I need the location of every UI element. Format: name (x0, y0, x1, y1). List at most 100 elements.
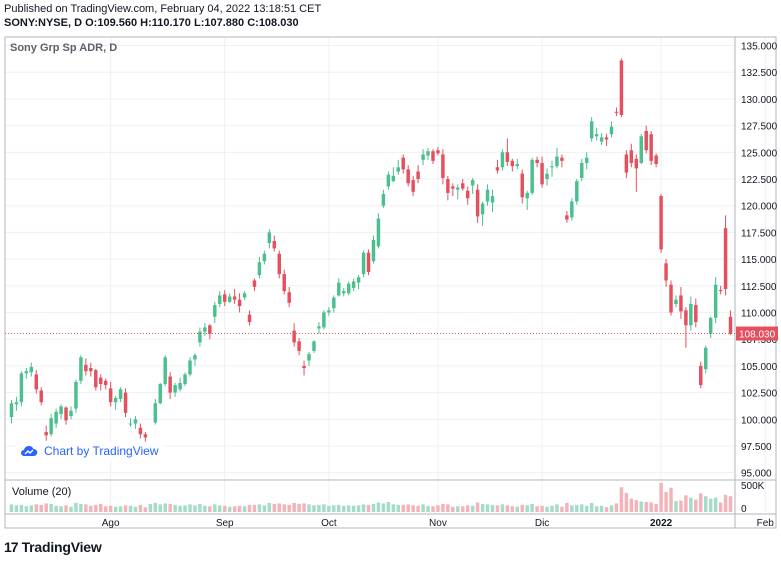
candle-body (376, 218, 381, 247)
candle-body (545, 173, 549, 180)
volume-bar (64, 505, 68, 512)
candle-body (654, 155, 658, 165)
price-tick-label: 135.000 (741, 42, 778, 53)
candle-body (282, 274, 286, 292)
volume-bar (381, 503, 386, 512)
candle-body (465, 190, 470, 199)
candle-body (436, 150, 440, 154)
candle-body (505, 152, 510, 162)
price-tick-label: 117.500 (741, 228, 777, 239)
candle-body (54, 411, 58, 424)
volume-bar (252, 504, 257, 512)
volume-bar (649, 502, 653, 512)
volume-bar (183, 505, 187, 512)
volume-bar (99, 503, 103, 512)
candle-body (728, 316, 733, 334)
candle-body (322, 312, 326, 328)
volume-bar (232, 506, 237, 512)
candle-body (674, 299, 678, 304)
candle-body (689, 303, 693, 326)
volume-bar (282, 504, 286, 512)
volume-bar (451, 506, 455, 512)
volume-bar (560, 506, 564, 512)
candle-body (208, 325, 212, 334)
candle-body (495, 167, 500, 171)
volume-bar (148, 503, 153, 512)
volume-bar (79, 503, 83, 512)
candle-body (64, 407, 68, 421)
candle-body (153, 403, 158, 423)
candle-body (237, 299, 242, 307)
volume-bar (361, 504, 366, 512)
candle-body (356, 277, 361, 283)
price-tick-label: 110.000 (741, 308, 777, 319)
candle-body (302, 365, 306, 369)
chart-by-tradingview[interactable]: Chart by TradingView (16, 442, 163, 460)
volume-bar (629, 498, 634, 512)
candle-body (44, 432, 48, 436)
volume-bar (684, 495, 688, 512)
volume-title: Volume (20) (12, 486, 71, 498)
volume-bar (470, 505, 475, 512)
candle-body (327, 310, 331, 313)
candle-body (203, 327, 207, 332)
volume-bars (9, 482, 733, 512)
candle-body (168, 376, 172, 393)
volume-bar (644, 501, 648, 512)
volume-bar (614, 503, 619, 512)
candle-body (589, 121, 594, 139)
volume-bar (237, 505, 242, 512)
volume-bar (366, 504, 371, 512)
candle-body (218, 295, 222, 304)
volume-bar (59, 506, 63, 512)
volume-bar (297, 503, 301, 512)
price-tick-label: 107.500 (741, 335, 778, 346)
candle-body (59, 406, 63, 414)
candle-body (381, 193, 386, 206)
volume-bar (545, 506, 549, 512)
tradingview-logo[interactable]: 17 TradingView (4, 539, 102, 555)
candle-body (629, 150, 634, 163)
candle-body (451, 186, 455, 189)
volume-bar (19, 504, 24, 512)
volume-bar (485, 504, 490, 512)
candle-body (69, 410, 73, 417)
candle-body (510, 160, 515, 167)
volume-bar (396, 504, 401, 512)
volume-bar (589, 502, 594, 512)
published-line: Published on TradingView.com, February 0… (4, 3, 322, 15)
candle-body (703, 347, 708, 370)
cloud-logo-icon (21, 445, 38, 456)
candle-body (123, 392, 128, 413)
volume-bar (500, 504, 505, 512)
candle-body (74, 381, 78, 409)
tv-logo-icon: 17 (4, 539, 19, 555)
volume-bar (188, 504, 192, 512)
ohlc-line: SONY:NYSE, D O:109.560 H:110.170 L:107.8… (4, 17, 299, 29)
candle-body (307, 354, 311, 361)
candle-body (535, 159, 539, 163)
candles (9, 58, 733, 460)
candle-body (317, 326, 321, 329)
volume-bar (153, 502, 158, 512)
volume-bar (168, 503, 172, 512)
volume-bar (163, 503, 167, 512)
volume-bar (520, 504, 524, 512)
volume-bar (287, 504, 291, 512)
volume-bar (728, 496, 733, 512)
volume-bar (346, 505, 351, 512)
candle-body (490, 196, 495, 203)
price-tick-label: 100.000 (741, 415, 778, 426)
candle-body (257, 262, 262, 276)
volume-bar (604, 507, 609, 512)
candle-body (213, 305, 217, 317)
candle-body (312, 341, 316, 351)
candle-body (94, 370, 98, 388)
outer-frame (4, 36, 777, 529)
volume-bar (703, 496, 708, 512)
candle-body (485, 189, 490, 202)
candle-body (426, 151, 430, 156)
volume-bar (39, 504, 43, 512)
volume-bar (69, 506, 73, 512)
